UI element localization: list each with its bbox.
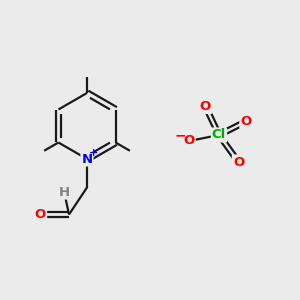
- Text: Cl: Cl: [212, 128, 226, 142]
- Text: O: O: [35, 208, 46, 221]
- Text: O: O: [200, 100, 211, 113]
- Text: O: O: [240, 115, 252, 128]
- Text: +: +: [88, 148, 98, 158]
- Text: N: N: [81, 152, 93, 166]
- Text: H: H: [59, 185, 70, 199]
- Text: −: −: [175, 129, 186, 142]
- Text: O: O: [183, 134, 195, 148]
- Text: O: O: [233, 155, 244, 169]
